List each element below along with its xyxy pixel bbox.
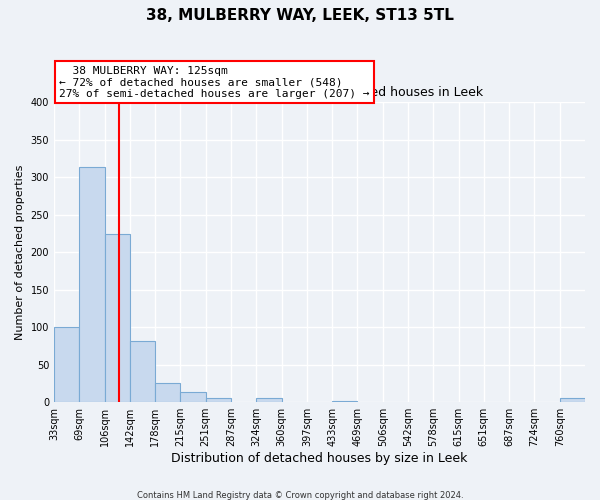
Bar [256, 398, 281, 402]
Bar [104, 234, 130, 402]
Bar [79, 168, 104, 402]
Text: 38, MULBERRY WAY, LEEK, ST13 5TL: 38, MULBERRY WAY, LEEK, ST13 5TL [146, 8, 454, 22]
Title: Size of property relative to detached houses in Leek: Size of property relative to detached ho… [156, 86, 483, 100]
X-axis label: Distribution of detached houses by size in Leek: Distribution of detached houses by size … [172, 452, 468, 465]
Bar [332, 400, 358, 402]
Y-axis label: Number of detached properties: Number of detached properties [15, 164, 25, 340]
Bar [155, 382, 181, 402]
Bar [206, 398, 231, 402]
Bar [130, 342, 155, 402]
Bar [560, 398, 585, 402]
Text: Contains HM Land Registry data © Crown copyright and database right 2024.: Contains HM Land Registry data © Crown c… [137, 490, 463, 500]
Bar [54, 327, 79, 402]
Text: 38 MULBERRY WAY: 125sqm
← 72% of detached houses are smaller (548)
27% of semi-d: 38 MULBERRY WAY: 125sqm ← 72% of detache… [59, 66, 370, 99]
Bar [181, 392, 206, 402]
